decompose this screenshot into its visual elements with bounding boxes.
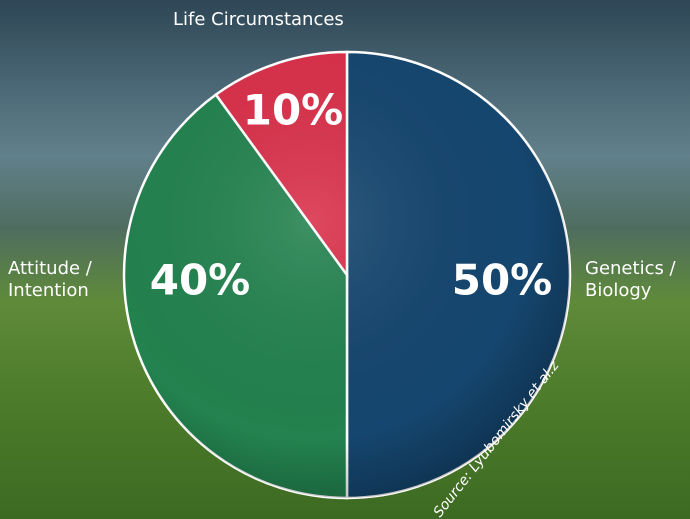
- slice-label: Life Circumstances: [173, 9, 383, 31]
- slice-label: Genetics / Biology: [585, 258, 690, 302]
- value-label: 40%: [150, 256, 251, 305]
- value-label: 50%: [452, 256, 553, 305]
- slice-label: Attitude / Intention: [8, 258, 108, 302]
- value-label: 10%: [243, 86, 344, 135]
- page: 50%40%10%Source: Lyubomirsky et al.z Gen…: [0, 0, 690, 519]
